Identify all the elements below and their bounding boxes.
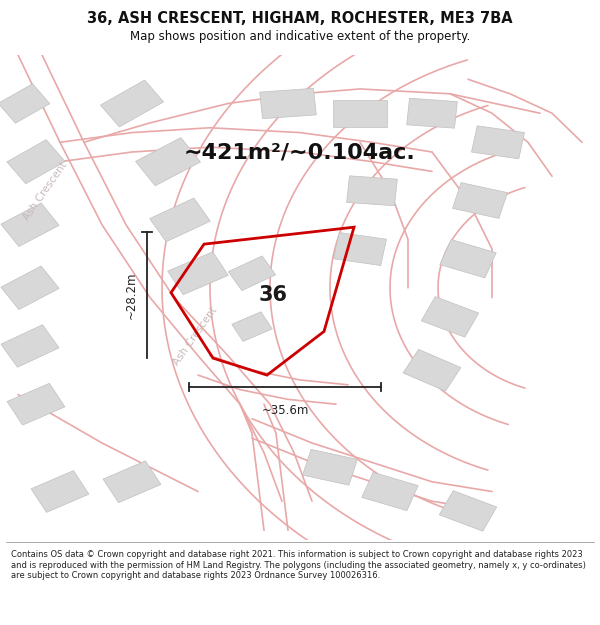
Text: Map shows position and indicative extent of the property.: Map shows position and indicative extent…: [130, 30, 470, 43]
Polygon shape: [7, 139, 65, 184]
Polygon shape: [1, 266, 59, 309]
Polygon shape: [407, 98, 457, 128]
Polygon shape: [333, 100, 387, 126]
Polygon shape: [403, 349, 461, 391]
Polygon shape: [149, 198, 211, 242]
Polygon shape: [7, 383, 65, 425]
Text: Ash Crescent: Ash Crescent: [21, 160, 69, 222]
Polygon shape: [260, 88, 316, 119]
Polygon shape: [232, 312, 272, 341]
Polygon shape: [168, 252, 228, 295]
Polygon shape: [31, 471, 89, 512]
Text: 36: 36: [259, 285, 288, 305]
Polygon shape: [362, 472, 418, 511]
Polygon shape: [103, 461, 161, 503]
Polygon shape: [1, 325, 59, 368]
Text: ~421m²/~0.104ac.: ~421m²/~0.104ac.: [184, 142, 416, 162]
Polygon shape: [347, 176, 397, 206]
Polygon shape: [334, 232, 386, 266]
Polygon shape: [421, 297, 479, 337]
Polygon shape: [136, 138, 200, 186]
Text: Ash Crescent: Ash Crescent: [171, 305, 219, 368]
Polygon shape: [302, 449, 358, 485]
Text: 36, ASH CRESCENT, HIGHAM, ROCHESTER, ME3 7BA: 36, ASH CRESCENT, HIGHAM, ROCHESTER, ME3…: [87, 11, 513, 26]
Polygon shape: [472, 126, 524, 159]
Text: ~28.2m: ~28.2m: [125, 271, 138, 319]
Polygon shape: [1, 203, 59, 246]
Text: Contains OS data © Crown copyright and database right 2021. This information is : Contains OS data © Crown copyright and d…: [11, 550, 586, 580]
Polygon shape: [439, 491, 497, 531]
Polygon shape: [100, 80, 164, 127]
Polygon shape: [452, 182, 508, 218]
Polygon shape: [440, 239, 496, 278]
Polygon shape: [229, 256, 275, 291]
Polygon shape: [0, 84, 50, 123]
Text: ~35.6m: ~35.6m: [262, 404, 308, 418]
